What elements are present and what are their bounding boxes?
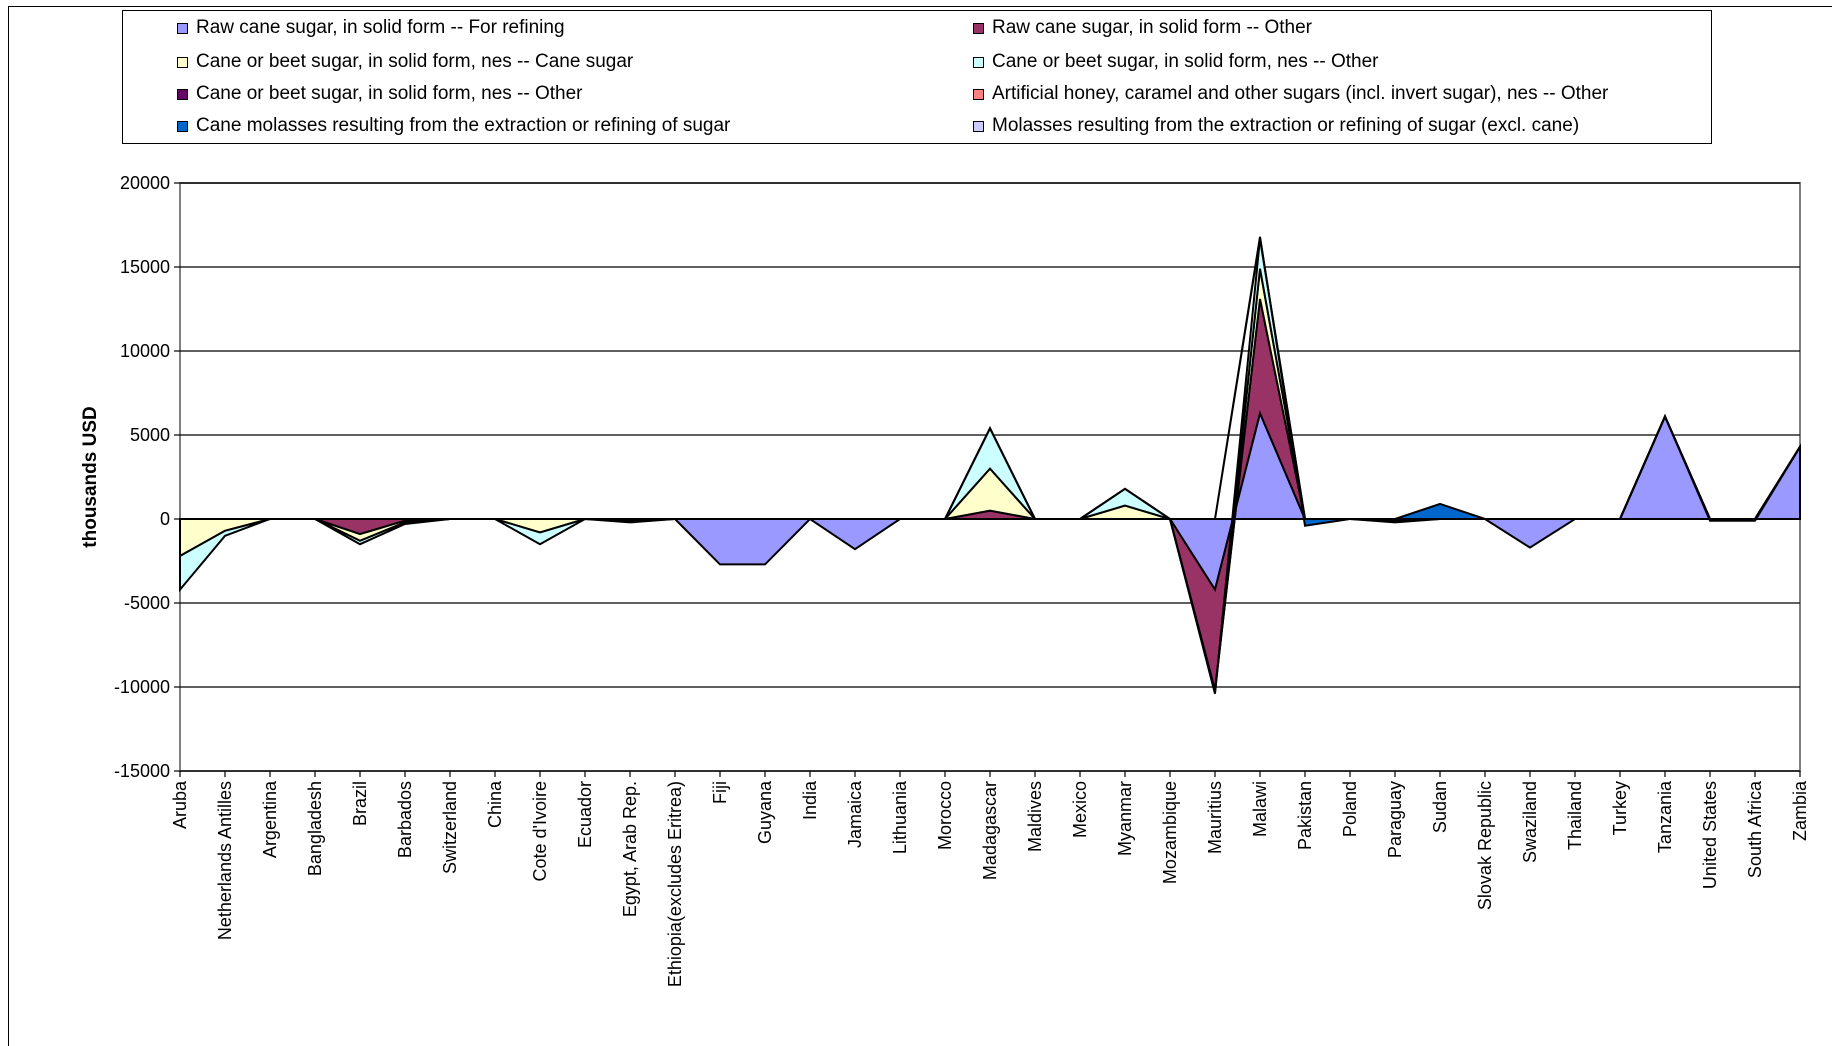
legend-swatch — [177, 120, 188, 132]
x-tick-label: Mexico — [1070, 781, 1090, 838]
legend-swatch — [177, 88, 188, 100]
x-tick-label: Myanmar — [1115, 781, 1135, 856]
x-tick-label: Sudan — [1430, 781, 1450, 833]
x-tick-label: Jamaica — [845, 780, 865, 848]
y-tick-label: 20000 — [120, 173, 170, 193]
x-tick-label: Maldives — [1025, 781, 1045, 852]
y-tick-label: 0 — [160, 509, 170, 529]
legend-swatch — [177, 22, 188, 34]
x-tick-label: Poland — [1340, 781, 1360, 837]
legend-swatch — [973, 120, 984, 132]
y-tick-label: 5000 — [130, 425, 170, 445]
x-tick-label: Turkey — [1610, 781, 1630, 835]
legend-item: Artificial honey, caramel and other suga… — [973, 82, 1608, 106]
x-tick-label: Paraguay — [1385, 781, 1405, 858]
x-tick-label: Barbados — [395, 781, 415, 858]
legend-label: Raw cane sugar, in solid form -- For ref… — [196, 17, 565, 38]
legend-swatch — [973, 22, 984, 34]
x-tick-label: Switzerland — [440, 781, 460, 874]
x-tick-label: United States — [1700, 781, 1720, 889]
y-tick-label: -5000 — [124, 593, 170, 613]
x-tick-label: Netherlands Antilles — [215, 781, 235, 940]
legend-swatch — [973, 88, 984, 100]
legend-item: Cane molasses resulting from the extract… — [177, 114, 730, 138]
x-tick-label: Madagascar — [980, 781, 1000, 880]
x-tick-label: South Africa — [1745, 780, 1765, 878]
legend-item: Cane or beet sugar, in solid form, nes -… — [177, 50, 633, 74]
x-tick-label: Ecuador — [575, 781, 595, 848]
x-tick-label: Slovak Republic — [1475, 781, 1495, 910]
x-tick-label: Mauritius — [1205, 781, 1225, 854]
y-tick-label: 10000 — [120, 341, 170, 361]
x-tick-label: Cote d'Ivoire — [530, 781, 550, 882]
x-tick-label: Zambia — [1790, 780, 1810, 841]
x-tick-label: Argentina — [260, 780, 280, 858]
x-tick-label: Malawi — [1250, 781, 1270, 837]
legend: Raw cane sugar, in solid form -- For ref… — [122, 10, 1712, 144]
x-tick-label: Pakistan — [1295, 781, 1315, 850]
legend-item: Cane or beet sugar, in solid form, nes -… — [973, 50, 1379, 74]
legend-label: Artificial honey, caramel and other suga… — [992, 83, 1609, 104]
legend-item: Raw cane sugar, in solid form -- Other — [973, 16, 1312, 40]
x-tick-label: Bangladesh — [305, 781, 325, 876]
legend-label: Raw cane sugar, in solid form -- Other — [992, 17, 1312, 38]
x-tick-label: Swaziland — [1520, 781, 1540, 863]
x-tick-label: Morocco — [935, 781, 955, 850]
x-tick-label: Tanzania — [1655, 780, 1675, 853]
x-tick-label: Guyana — [755, 780, 775, 844]
x-tick-label: Fiji — [710, 781, 730, 804]
legend-label: Molasses resulting from the extraction o… — [992, 115, 1580, 136]
legend-item: Molasses resulting from the extraction o… — [973, 114, 1579, 138]
y-tick-label: 15000 — [120, 257, 170, 277]
x-tick-label: China — [485, 780, 505, 828]
legend-item: Raw cane sugar, in solid form -- For ref… — [177, 16, 565, 40]
legend-item: Cane or beet sugar, in solid form, nes -… — [177, 82, 583, 106]
y-axis-title: thousands USD — [80, 406, 101, 547]
legend-swatch — [973, 56, 984, 68]
x-tick-label: Egypt, Arab Rep. — [620, 781, 640, 917]
legend-label: Cane or beet sugar, in solid form, nes -… — [196, 83, 583, 104]
y-tick-label: -10000 — [114, 677, 170, 697]
legend-swatch — [177, 56, 188, 68]
y-tick-label: -15000 — [114, 761, 170, 781]
chart-plot: 20000 15000 10000 5000 0 -5000 -10000 -15000Aru… — [80, 173, 1810, 987]
x-tick-label: Aruba — [170, 780, 190, 829]
x-tick-label: Brazil — [350, 781, 370, 826]
chart-frame — [8, 6, 1832, 1046]
x-tick-label: India — [800, 780, 820, 820]
x-tick-label: Thailand — [1565, 781, 1585, 850]
x-tick-label: Lithuania — [890, 780, 910, 854]
legend-label: Cane or beet sugar, in solid form, nes -… — [992, 51, 1379, 72]
legend-label: Cane or beet sugar, in solid form, nes -… — [196, 51, 634, 72]
x-tick-label: Mozambique — [1160, 781, 1180, 884]
legend-label: Cane molasses resulting from the extract… — [196, 115, 731, 136]
x-tick-label: Ethiopia(excludes Eritrea) — [665, 781, 685, 987]
